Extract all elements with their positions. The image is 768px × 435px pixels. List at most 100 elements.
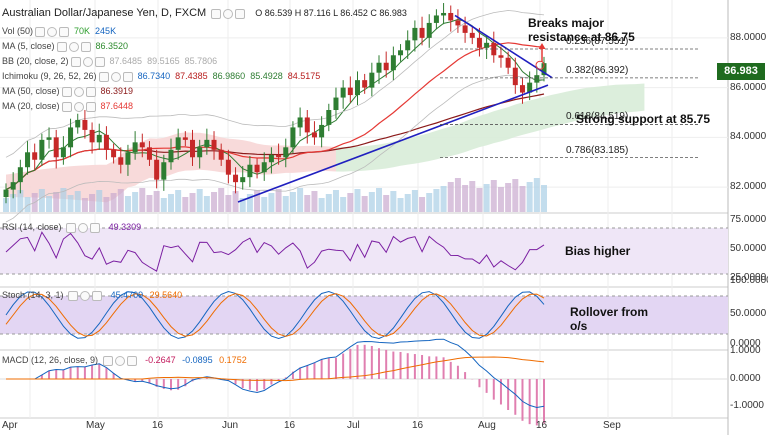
volume-bar: [361, 196, 368, 212]
more-icon[interactable]: [122, 71, 133, 82]
volume-bar: [447, 182, 454, 212]
candle-body: [39, 139, 45, 160]
candle-body: [426, 22, 432, 38]
stoch-legend: Stoch (14, 3, 1) 45.4709 29.5640: [2, 290, 182, 301]
volume-bar: [46, 196, 53, 212]
more-icon[interactable]: [126, 355, 137, 366]
volume-bar: [304, 195, 311, 212]
candle-body: [469, 32, 475, 38]
indicator-name[interactable]: MA (20, close): [2, 101, 60, 111]
volume-bar: [153, 191, 160, 212]
gear-icon[interactable]: [78, 222, 89, 233]
indicator-value: 87.4385: [175, 71, 208, 81]
gear-icon[interactable]: [114, 355, 125, 366]
stoch-title[interactable]: Stoch (14, 3, 1): [2, 290, 64, 300]
eye-icon[interactable]: [61, 86, 72, 97]
indicator-legend-row: MA (20, close) 87.6448: [2, 101, 133, 112]
more-icon[interactable]: [85, 101, 96, 112]
eye-icon[interactable]: [210, 8, 221, 19]
gear-icon[interactable]: [80, 290, 91, 301]
gear-icon[interactable]: [110, 71, 121, 82]
resistance-arrow-head: [538, 43, 546, 49]
volume-bar: [347, 193, 354, 212]
more-icon[interactable]: [90, 222, 101, 233]
gear-icon[interactable]: [47, 26, 58, 37]
support-trendline: [237, 84, 549, 203]
indicator-name[interactable]: Ichimoku (9, 26, 52, 26): [2, 71, 97, 81]
volume-bar: [383, 195, 390, 212]
more-icon[interactable]: [234, 8, 245, 19]
volume-bar: [261, 197, 268, 212]
candle-body: [53, 137, 59, 158]
gear-icon[interactable]: [73, 86, 84, 97]
symbol-title[interactable]: Australian Dollar/Japanese Yen, D, FXCM: [2, 7, 207, 19]
indicator-value: 86.7340: [137, 71, 171, 81]
eye-icon[interactable]: [61, 101, 72, 112]
volume-bar: [332, 190, 339, 212]
candle-body: [505, 57, 511, 68]
eye-icon[interactable]: [98, 71, 109, 82]
candle-body: [32, 152, 38, 160]
eye-icon[interactable]: [70, 56, 81, 67]
price-tick: 84.0000: [730, 131, 767, 143]
candle-body: [362, 80, 368, 88]
candle-body: [154, 159, 160, 180]
volume-bar: [476, 188, 483, 212]
macd-line-value: -0.0895: [182, 355, 213, 365]
fib-label: 0.382(86.392): [566, 64, 629, 76]
volume-bar: [368, 192, 375, 212]
gear-icon[interactable]: [68, 41, 79, 52]
candle-body: [455, 20, 461, 26]
eye-icon[interactable]: [35, 26, 46, 37]
candle-body: [204, 139, 210, 148]
indicator-value: 86.3520: [95, 41, 129, 51]
indicator-name[interactable]: BB (20, close, 2): [2, 56, 69, 66]
candle-body: [17, 167, 23, 183]
eye-icon[interactable]: [68, 290, 79, 301]
more-icon[interactable]: [92, 290, 103, 301]
more-icon[interactable]: [80, 41, 91, 52]
time-tick: 16: [536, 420, 548, 431]
volume-bar: [419, 197, 426, 212]
candle-body: [132, 142, 138, 153]
eye-icon[interactable]: [66, 222, 77, 233]
gear-icon[interactable]: [222, 8, 233, 19]
chart-header: Australian Dollar/Japanese Yen, D, FXCM …: [2, 8, 407, 19]
candle-body: [433, 15, 439, 23]
macd-title[interactable]: MACD (12, 26, close, 9): [2, 355, 99, 365]
indicator-name[interactable]: MA (5, close): [2, 41, 55, 51]
more-icon[interactable]: [85, 86, 96, 97]
resistance-trendline: [454, 14, 553, 79]
eye-icon[interactable]: [56, 41, 67, 52]
volume-bar: [211, 192, 218, 212]
volume-bar: [53, 192, 60, 212]
volume-bar: [397, 198, 404, 212]
volume-bar: [17, 190, 24, 212]
eye-icon[interactable]: [102, 355, 113, 366]
volume-bar: [376, 188, 383, 212]
indicator-value: 86.9860: [212, 71, 246, 81]
volume-bar: [74, 191, 81, 212]
volume-bar: [196, 189, 203, 212]
indicator-value: 85.7806: [184, 56, 218, 66]
stoch-d-value: 29.5640: [149, 290, 183, 300]
candle-body: [405, 40, 411, 51]
more-icon[interactable]: [59, 26, 70, 37]
stoch-k-value: 45.4709: [110, 290, 144, 300]
volume-bar: [318, 198, 325, 212]
more-icon[interactable]: [94, 56, 105, 67]
candle-body: [96, 134, 102, 143]
volume-bar: [117, 189, 124, 212]
last-price-tag: 86.983: [717, 63, 765, 80]
indicator-name[interactable]: MA (50, close): [2, 86, 60, 96]
gear-icon[interactable]: [82, 56, 93, 67]
indicator-legend-row: Vol (50) 70K 245K: [2, 26, 116, 37]
indicator-value: 87.6448: [100, 101, 134, 111]
macd-hist-value: -0.2647: [145, 355, 176, 365]
rsi-title[interactable]: RSI (14, close): [2, 222, 62, 232]
indicator-name[interactable]: Vol (50): [2, 26, 34, 36]
volume-bar: [282, 196, 289, 212]
candle-body: [168, 149, 174, 163]
gear-icon[interactable]: [73, 101, 84, 112]
candle-body: [118, 157, 124, 165]
